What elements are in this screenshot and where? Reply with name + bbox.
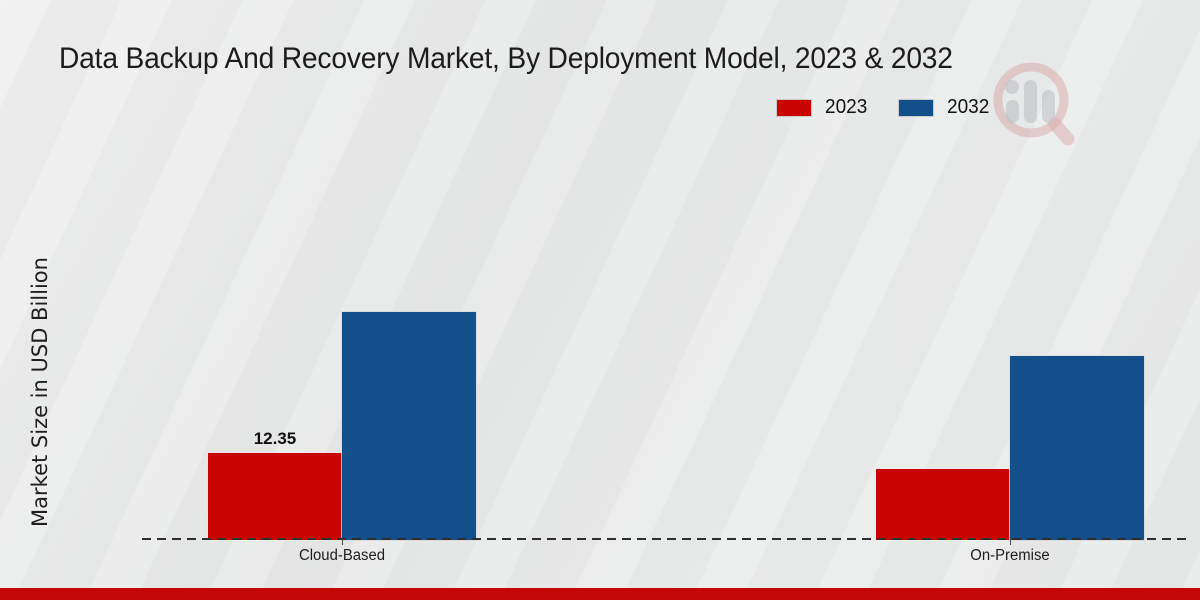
legend-swatch-2032-icon [898, 99, 933, 116]
bar-on-premise-2032 [1010, 356, 1144, 540]
legend-label-2023: 2023 [825, 96, 868, 118]
x-axis-tick [342, 539, 343, 545]
legend-swatch-2023-icon [777, 99, 811, 116]
legend: 2023 2032 [777, 96, 991, 119]
x-axis-category-label: Cloud-Based [298, 547, 386, 564]
y-axis-title: Market Size in USD Billion [28, 257, 52, 527]
x-axis-category-label: On-Premise [970, 547, 1050, 564]
legend-label-2032: 2032 [946, 96, 989, 118]
bar-value-label: 12.35 [253, 429, 297, 448]
bar-cloud-based-2023 [208, 453, 342, 540]
legend-item-2032: 2032 [898, 96, 992, 119]
x-axis-baseline [142, 538, 1187, 540]
legend-item-2023: 2023 [777, 96, 870, 119]
bar-on-premise-2023 [876, 469, 1010, 540]
chart-title: Data Backup And Recovery Market, By Depl… [59, 42, 953, 75]
x-axis-tick [1010, 539, 1011, 545]
bar-cloud-based-2032 [342, 312, 476, 540]
magnifier-bar-chart-logo-icon [993, 62, 1075, 146]
bottom-accent-bar [0, 588, 1200, 600]
